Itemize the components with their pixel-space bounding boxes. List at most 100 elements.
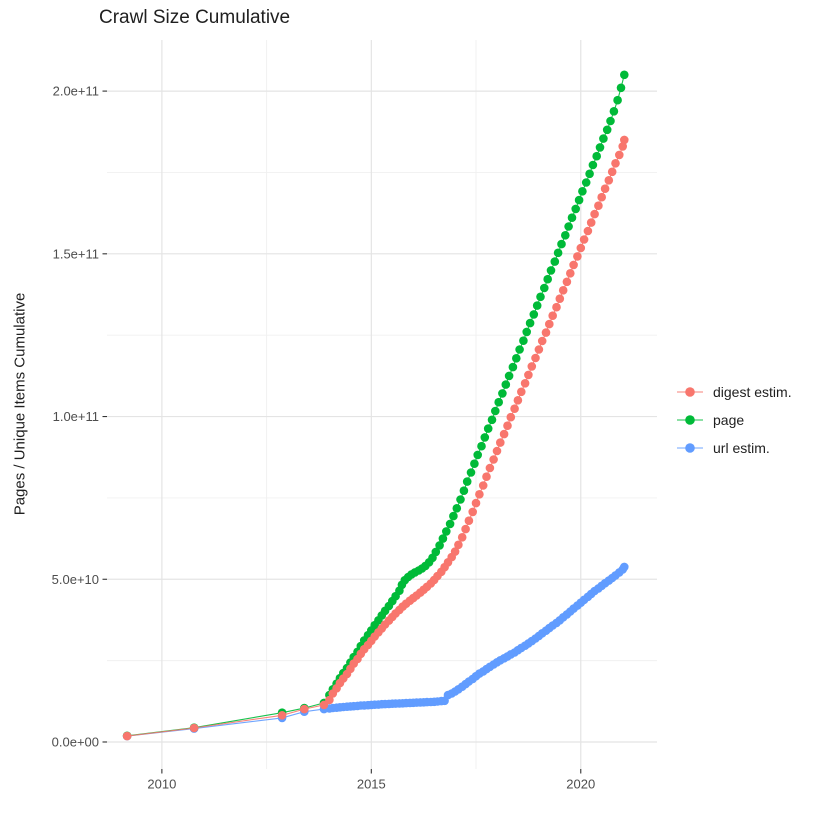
- data-point-digest-estim: [562, 277, 572, 287]
- data-point-digest-estim: [492, 446, 502, 456]
- data-point-page: [581, 178, 591, 187]
- data-point-digest-estim: [620, 135, 629, 145]
- legend-key-line-dot-icon: [677, 387, 703, 397]
- data-point-digest-estim: [527, 362, 537, 371]
- data-point-digest-estim: [468, 507, 478, 517]
- data-point-digest-estim: [531, 353, 540, 363]
- data-point-digest-estim: [471, 498, 481, 508]
- series-line-url-estim: [127, 566, 625, 737]
- data-point-page: [536, 292, 545, 302]
- legend: digest estim. page url estim.: [676, 383, 792, 467]
- data-point-page: [519, 336, 528, 346]
- data-point-digest-estim: [457, 533, 467, 542]
- data-point-page: [564, 222, 573, 231]
- y-tick-label: 1.0e+11: [53, 409, 99, 424]
- data-point-digest-estim: [122, 731, 132, 741]
- series-digest-estim: [122, 135, 629, 741]
- data-point-digest-estim: [450, 547, 460, 556]
- data-point-digest-estim: [548, 311, 557, 321]
- y-tick-label: 1.5e+11: [53, 246, 99, 261]
- chart-title: Crawl Size Cumulative: [99, 7, 291, 28]
- y-axis-title: Pages / Unique Items Cumulative: [11, 292, 29, 516]
- data-point-page: [529, 310, 539, 319]
- data-point-digest-estim: [579, 235, 589, 244]
- data-point-digest-estim: [590, 209, 599, 219]
- data-point-page: [442, 527, 451, 536]
- data-point-digest-estim: [189, 723, 199, 733]
- data-point-page: [431, 547, 441, 557]
- data-point-page: [553, 248, 563, 258]
- data-point-digest-estim: [597, 192, 606, 202]
- data-point-page: [616, 83, 626, 93]
- data-point-digest-estim: [566, 269, 575, 278]
- data-point-digest-estim: [464, 516, 474, 525]
- data-point-page: [494, 397, 504, 407]
- data-point-digest-estim: [537, 336, 547, 346]
- legend-label: digest estim.: [713, 384, 792, 400]
- data-point-page: [546, 266, 556, 275]
- data-point-page: [550, 257, 560, 266]
- data-point-digest-estim: [611, 159, 620, 168]
- data-point-page: [540, 283, 549, 293]
- y-tick-label: 5.0e+10: [52, 572, 99, 587]
- legend-item-digest-estim: digest estim.: [676, 383, 792, 401]
- data-point-page: [571, 204, 580, 214]
- data-point-page: [620, 70, 629, 80]
- data-point-page: [532, 301, 542, 310]
- data-point-digest-estim: [586, 218, 596, 227]
- data-point-digest-estim: [545, 319, 554, 329]
- data-point-digest-estim: [454, 540, 463, 550]
- data-point-page: [588, 160, 598, 170]
- axis-ticks: 2010 2015 2020 0.0e+00 5.0e+10 1.0e+11 1.5e+11…: [52, 84, 596, 792]
- data-point-digest-estim: [513, 396, 523, 405]
- data-point-page: [543, 274, 552, 284]
- data-point-page: [462, 477, 472, 486]
- data-point-page: [435, 541, 444, 550]
- data-point-digest-estim: [478, 481, 488, 490]
- data-point-page: [613, 95, 622, 105]
- data-point-digest-estim: [461, 524, 470, 534]
- legend-item-url-estim: url estim.: [676, 439, 792, 457]
- data-point-digest-estim: [482, 472, 491, 482]
- gridlines-minor: [107, 40, 657, 769]
- data-point-page: [477, 441, 486, 451]
- legend-item-page: page: [676, 411, 792, 429]
- data-point-digest-estim: [489, 455, 498, 464]
- data-point-page: [512, 354, 521, 363]
- data-point-page: [459, 486, 469, 496]
- data-point-digest-estim: [583, 226, 593, 236]
- data-point-page: [456, 495, 465, 504]
- data-point-digest-estim: [325, 695, 334, 705]
- data-point-page: [574, 195, 584, 205]
- data-point-page: [449, 511, 458, 521]
- data-point-page: [557, 239, 566, 249]
- data-point-page: [473, 450, 483, 460]
- data-point-digest-estim: [510, 404, 519, 414]
- data-point-page: [487, 415, 497, 425]
- data-point-page: [470, 459, 479, 469]
- data-point-page: [567, 213, 577, 222]
- data-point-digest-estim: [555, 294, 565, 304]
- data-point-digest-estim: [499, 429, 509, 439]
- data-point-digest-estim: [503, 421, 512, 431]
- data-point-digest-estim: [506, 412, 516, 422]
- data-point-page: [561, 231, 570, 240]
- x-tick-label: 2020: [566, 777, 595, 792]
- data-point-page: [480, 433, 490, 442]
- data-point-page: [585, 169, 594, 179]
- data-point-digest-estim: [576, 243, 586, 253]
- x-tick-label: 2015: [357, 777, 386, 792]
- data-point-digest-estim: [552, 302, 561, 312]
- series-url-estim: [122, 562, 629, 741]
- legend-key-line-dot-icon: [677, 443, 703, 453]
- data-point-page: [466, 468, 476, 477]
- data-point-page: [445, 519, 455, 529]
- data-point-digest-estim: [618, 142, 627, 151]
- data-point-page: [592, 151, 601, 161]
- data-point-page: [599, 134, 608, 143]
- data-point-page: [452, 504, 462, 513]
- data-point-digest-estim: [573, 252, 582, 261]
- data-point-page: [483, 424, 493, 433]
- data-point-page: [595, 143, 605, 152]
